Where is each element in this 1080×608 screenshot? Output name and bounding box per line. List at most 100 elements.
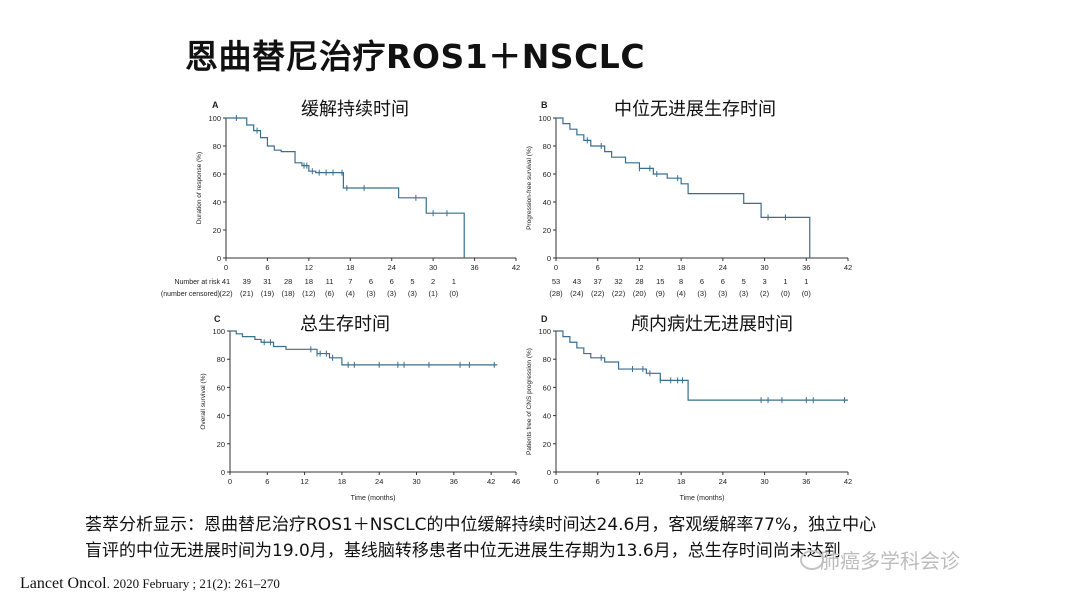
censored-count: (4) (677, 289, 687, 298)
y-tick-label: 40 (543, 198, 551, 207)
censored-count: (1) (429, 289, 439, 298)
censored-count: (22) (219, 289, 233, 298)
censored-count: (28) (549, 289, 563, 298)
risk-count: 37 (594, 277, 602, 286)
x-tick-label: 24 (375, 477, 383, 486)
y-axis-label: Duration of response (%) (196, 152, 203, 224)
x-tick-label: 0 (554, 263, 558, 272)
x-tick-label: 18 (338, 477, 346, 486)
panel-caption: 颅内病灶无进展时间 (631, 314, 793, 335)
risk-count: 39 (243, 277, 251, 286)
censored-count: (18) (281, 289, 295, 298)
citation-journal: Lancet Oncol (20, 575, 107, 592)
x-tick-label: 6 (265, 263, 269, 272)
y-tick-label: 80 (543, 142, 551, 151)
risk-count: 6 (369, 277, 373, 286)
x-tick-label: 30 (412, 477, 420, 486)
risk-table-label: Number at risk (174, 279, 220, 286)
censored-count: (19) (261, 289, 275, 298)
censored-table-label: (number censored) (161, 291, 220, 298)
x-tick-label: 36 (470, 263, 478, 272)
panel-letter: B (541, 100, 548, 110)
x-tick-label: 0 (228, 477, 232, 486)
risk-count: 6 (390, 277, 394, 286)
censored-count: (6) (325, 289, 335, 298)
y-tick-label: 0 (547, 468, 551, 477)
y-axis-label: Progression-free survival (%) (526, 146, 533, 230)
risk-count: 5 (410, 277, 414, 286)
x-tick-label: 46 (512, 477, 520, 486)
watermark-text: 肺癌多学科会诊 (820, 549, 960, 573)
y-tick-label: 0 (221, 468, 225, 477)
y-tick-label: 20 (543, 440, 551, 449)
risk-count: 31 (263, 277, 271, 286)
risk-count: 6 (700, 277, 704, 286)
censored-count: (3) (408, 289, 418, 298)
risk-count: 2 (431, 277, 435, 286)
panel-letter: D (541, 314, 548, 324)
y-tick-label: 100 (212, 327, 225, 336)
y-tick-label: 60 (217, 383, 225, 392)
x-tick-label: 42 (844, 477, 852, 486)
censored-count: (0) (449, 289, 459, 298)
censored-count: (3) (718, 289, 728, 298)
censored-count: (22) (612, 289, 626, 298)
x-tick-label: 36 (802, 477, 810, 486)
risk-count: 3 (762, 277, 766, 286)
x-tick-label: 0 (224, 263, 228, 272)
panel-caption: 总生存时间 (300, 314, 390, 335)
x-tick-label: 18 (346, 263, 354, 272)
y-axis-label: Patients free of CNS progression (%) (526, 348, 533, 455)
x-axis-label: Time (months) (351, 495, 396, 502)
x-tick-label: 18 (677, 477, 685, 486)
risk-count: 43 (573, 277, 581, 286)
x-tick-label: 36 (450, 477, 458, 486)
risk-count: 53 (552, 277, 560, 286)
slide-title: 恩曲替尼治疗ROS1＋NSCLC (185, 37, 646, 76)
summary-text: 荟萃分析显示：恩曲替尼治疗ROS1＋NSCLC的中位缓解持续时间达24.6月，客… (85, 512, 1035, 564)
risk-count: 41 (222, 277, 230, 286)
panel-c-overall-survival: C 总生存时间 0 20 40 60 80 100 0 6 12 18 24 30 36 42 46 Overal… (200, 314, 520, 502)
censored-count: (12) (302, 289, 316, 298)
panel-caption: 中位无进展生存时间 (614, 99, 776, 120)
x-tick-label: 24 (719, 477, 727, 486)
y-tick-label: 60 (543, 170, 551, 179)
risk-count: 1 (452, 277, 456, 286)
y-tick-label: 40 (217, 412, 225, 421)
summary-line: 盲评的中位无进展时间为19.0月，基线脑转移患者中位无进展生存期为13.6月，总… (85, 541, 841, 561)
risk-count: 6 (721, 277, 725, 286)
risk-count: 5 (742, 277, 746, 286)
risk-count: 11 (326, 277, 334, 286)
risk-count: 7 (348, 277, 352, 286)
x-tick-label: 24 (388, 263, 396, 272)
y-tick-label: 20 (217, 440, 225, 449)
censored-count: (20) (633, 289, 647, 298)
panel-caption: 缓解持续时间 (301, 99, 409, 120)
censored-count: (0) (781, 289, 791, 298)
y-tick-label: 20 (543, 226, 551, 235)
y-tick-label: 60 (213, 170, 221, 179)
censored-count: (3) (739, 289, 749, 298)
x-tick-label: 36 (802, 263, 810, 272)
x-tick-label: 12 (305, 263, 313, 272)
x-tick-label: 12 (635, 477, 643, 486)
censored-count: (21) (240, 289, 254, 298)
x-tick-label: 6 (265, 477, 269, 486)
y-tick-label: 100 (538, 327, 551, 336)
y-tick-label: 80 (217, 355, 225, 364)
survival-curve (230, 330, 498, 366)
censored-count: (22) (591, 289, 605, 298)
x-tick-label: 18 (677, 263, 685, 272)
x-tick-label: 12 (635, 263, 643, 272)
survival-curve (556, 117, 811, 258)
survival-curve (556, 330, 848, 401)
censored-count: (3) (387, 289, 397, 298)
x-tick-label: 24 (719, 263, 727, 272)
x-axis-label: Time (months) (680, 495, 725, 502)
risk-count: 32 (614, 277, 622, 286)
x-tick-label: 30 (760, 477, 768, 486)
risk-count: 18 (305, 277, 313, 286)
x-tick-label: 6 (596, 477, 600, 486)
citation-details: . 2020 February ; 21(2): 261–270 (106, 576, 280, 591)
